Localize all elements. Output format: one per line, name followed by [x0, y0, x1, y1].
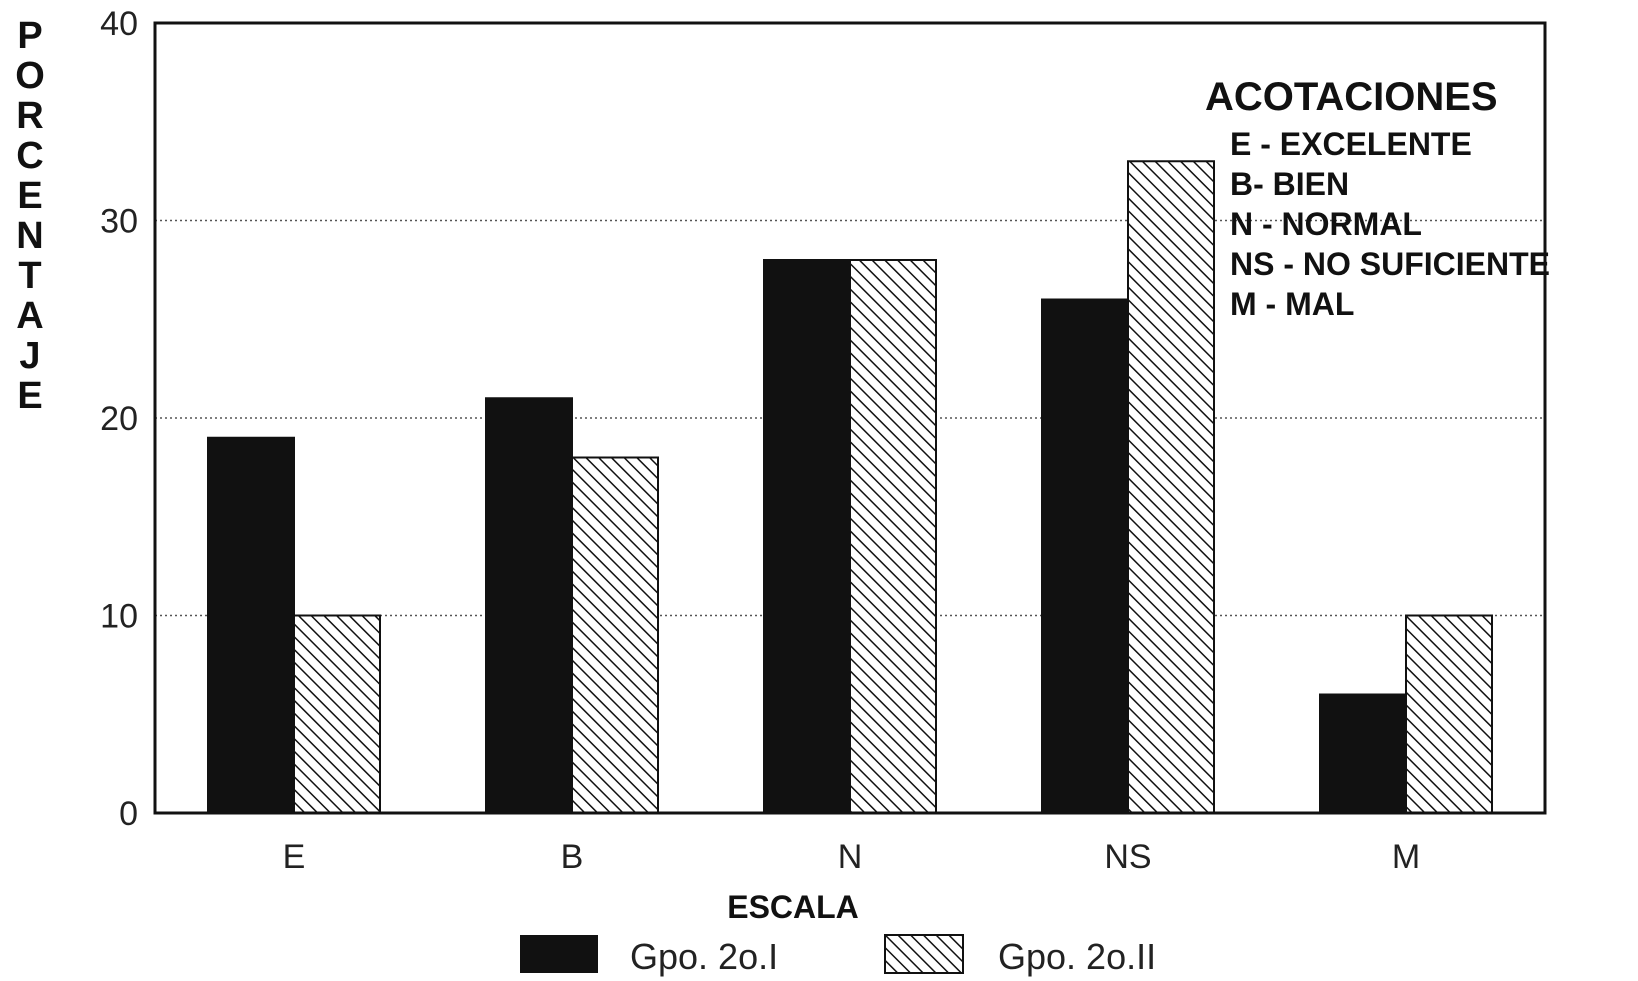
- annotations-title: ACOTACIONES: [1205, 75, 1498, 119]
- bar-M-series-1: [1319, 693, 1407, 814]
- y-tick-label: 20: [100, 400, 138, 438]
- bars: [207, 160, 1493, 814]
- x-tick-label: N: [838, 838, 863, 876]
- bar-E-series-1: [207, 436, 295, 814]
- y-axis-label-letter: N: [16, 215, 43, 257]
- y-axis-label-letter: A: [16, 295, 43, 337]
- legend: Gpo. 2o.I Gpo. 2o.II: [520, 934, 1156, 977]
- bar-NS-series-2: [1127, 160, 1215, 814]
- y-axis-label-letter: R: [16, 95, 43, 137]
- annotation-item: B- BIEN: [1230, 166, 1349, 202]
- legend-swatch-solid: [520, 935, 598, 973]
- bar-NS-series-1: [1041, 298, 1129, 814]
- y-tick-label: 40: [100, 5, 138, 43]
- legend-label-series-2: Gpo. 2o.II: [998, 936, 1156, 977]
- x-axis-label: ESCALA: [727, 889, 859, 925]
- y-tick-label: 30: [100, 203, 138, 241]
- x-tick-label: M: [1392, 838, 1420, 876]
- x-tick-label: B: [561, 838, 584, 876]
- bar-B-series-1: [485, 397, 573, 814]
- x-tick-label: NS: [1104, 838, 1151, 876]
- y-axis-label-letter: T: [18, 255, 41, 297]
- annotation-item: E - EXCELENTE: [1230, 126, 1472, 162]
- bar-B-series-2: [571, 456, 659, 814]
- legend-label-series-1: Gpo. 2o.I: [630, 936, 778, 977]
- x-axis-categories: E B N NS M: [283, 838, 1421, 876]
- annotations: ACOTACIONES E - EXCELENTE B- BIEN N - NORM…: [1205, 75, 1550, 322]
- bar-E-series-2: [293, 614, 381, 814]
- plot-frame: [153, 21, 1547, 815]
- y-axis-label-letter: P: [17, 15, 42, 57]
- annotations-list: E - EXCELENTE B- BIEN N - NORMAL NS - NO SU…: [1230, 126, 1550, 322]
- y-axis-label-letter: C: [16, 135, 43, 177]
- bar-N-series-2: [849, 259, 937, 814]
- y-axis-label-letter: E: [17, 175, 42, 217]
- y-tick-label: 10: [100, 598, 138, 636]
- legend-swatch-hatched: [884, 934, 964, 974]
- y-tick-label: 0: [119, 795, 138, 833]
- y-axis-label-letter: E: [17, 375, 42, 417]
- annotation-item: M - MAL: [1230, 286, 1354, 322]
- y-axis-ticks: 0 10 20 30 40: [100, 5, 138, 833]
- y-axis-label-letter: O: [15, 55, 45, 97]
- annotation-item: NS - NO SUFICIENTE: [1230, 246, 1550, 282]
- bar-M-series-2: [1405, 614, 1493, 814]
- y-axis-label-letter: J: [19, 335, 40, 377]
- annotation-item: N - NORMAL: [1230, 206, 1422, 242]
- x-tick-label: E: [283, 838, 306, 876]
- bar-N-series-1: [763, 259, 851, 814]
